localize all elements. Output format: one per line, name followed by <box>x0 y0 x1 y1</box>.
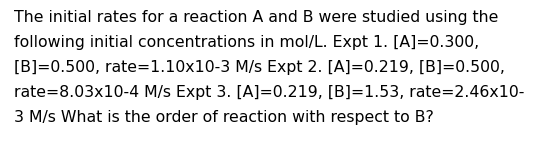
Text: [B]=0.500, rate=1.10x10-3 M/s Expt 2. [A]=0.219, [B]=0.500,: [B]=0.500, rate=1.10x10-3 M/s Expt 2. [A… <box>14 60 505 75</box>
Text: 3 M/s What is the order of reaction with respect to B?: 3 M/s What is the order of reaction with… <box>14 110 434 125</box>
Text: The initial rates for a reaction A and B were studied using the: The initial rates for a reaction A and B… <box>14 10 498 25</box>
Text: following initial concentrations in mol/L. Expt 1. [A]=0.300,: following initial concentrations in mol/… <box>14 35 479 50</box>
Text: rate=8.03x10-4 M/s Expt 3. [A]=0.219, [B]=1.53, rate=2.46x10-: rate=8.03x10-4 M/s Expt 3. [A]=0.219, [B… <box>14 85 525 100</box>
